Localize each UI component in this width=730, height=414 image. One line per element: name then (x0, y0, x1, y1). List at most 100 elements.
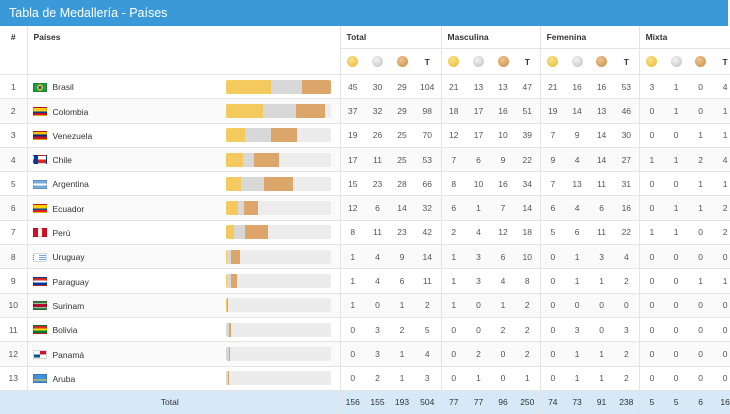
medal-bar (226, 274, 331, 289)
bronze-bar-segment (245, 225, 269, 240)
women-gold-cell: 7 (539, 171, 566, 197)
country-name: Panamá (52, 349, 85, 360)
mixed-silver-cell: 0 (664, 366, 689, 391)
footer-women-bronze: 91 (589, 390, 615, 414)
medal-bar (226, 176, 331, 191)
total-total-cell: 42 (414, 220, 442, 246)
rank-header: # (0, 26, 27, 75)
men-medal-header (466, 48, 492, 75)
footer-total-total: 504 (414, 390, 442, 414)
country-cell[interactable]: Bolivia (26, 317, 225, 343)
rank-cell: 12 (0, 341, 27, 367)
country-cell[interactable]: Perú (26, 220, 225, 246)
men-total-cell: 51 (515, 98, 541, 124)
total-gold-cell: 0 (339, 341, 366, 367)
women-gold-cell: 0 (539, 244, 566, 270)
colombia-flag-icon (32, 106, 47, 116)
country-cell[interactable]: Panamá (26, 341, 225, 367)
women-silver-cell: 3 (565, 317, 590, 343)
mixed-total-cell: 4 (713, 74, 730, 100)
men-silver-cell: 1 (466, 366, 492, 391)
footer-men-bronze: 96 (491, 390, 516, 414)
venezuela-flag-icon (32, 131, 47, 141)
total-bronze-cell: 29 (390, 98, 415, 124)
country-cell[interactable]: Colombia (26, 98, 225, 124)
rank-cell: 6 (0, 195, 27, 221)
gold-bar-segment (226, 249, 227, 264)
country-cell[interactable]: Argentina (26, 171, 225, 197)
country-cell[interactable]: Aruba (26, 366, 225, 391)
women-bronze-cell: 1 (589, 366, 615, 391)
women-bronze-cell: 3 (589, 244, 615, 270)
mixed-gold-cell: 0 (638, 293, 665, 318)
men-bronze-cell: 13 (491, 74, 516, 100)
men-bronze-cell: 12 (491, 220, 516, 246)
men-total-cell: 2 (515, 293, 541, 318)
women-medal-header (565, 48, 590, 75)
country-cell[interactable]: Ecuador (26, 195, 225, 221)
footer-total-silver: 155 (365, 390, 391, 414)
table-row: 1 Brasil 45 30 29 104 21 13 13 47 21 16 16 53 3 1 0 4 (0, 74, 730, 100)
total-total-cell: 2 (414, 293, 442, 318)
total-bronze-cell: 23 (390, 220, 415, 246)
men-total-cell: 10 (515, 244, 541, 270)
country-cell[interactable]: Venezuela (26, 123, 225, 148)
mixed-bronze-cell: 0 (688, 317, 714, 343)
mixed-bronze-cell: 0 (688, 244, 714, 270)
medal-bar-cell (225, 220, 341, 246)
gold-bar-segment (226, 201, 239, 216)
men-total-cell: 18 (515, 220, 541, 246)
country-name: Perú (52, 227, 71, 238)
mixed-total-cell: 4 (713, 147, 730, 173)
total-gold-cell: 17 (339, 147, 366, 173)
total-gold-cell: 0 (339, 366, 366, 391)
total-total-cell: 3 (414, 366, 442, 391)
bronze-bar-segment (227, 298, 228, 313)
country-name: Surinam (52, 300, 85, 311)
women-total-cell: 53 (614, 74, 640, 100)
medal-bar (226, 298, 331, 313)
women-silver-cell: 1 (565, 268, 590, 294)
silver-bar-segment (226, 371, 229, 386)
mixed-bronze-cell: 0 (688, 293, 714, 318)
bronze-bar-segment (301, 79, 331, 94)
women-gold-cell: 0 (539, 317, 566, 343)
medal-bar-cell (225, 244, 341, 270)
total-total-cell: 11 (414, 268, 442, 294)
men-gold-cell: 18 (440, 98, 467, 124)
mixed-total-cell: 2 (713, 220, 730, 246)
ecuador-flag-icon (32, 204, 47, 213)
men-silver-cell: 10 (466, 171, 492, 197)
women-total-cell: 2 (614, 268, 640, 294)
footer-men-total: 250 (515, 390, 541, 414)
men-gold-cell: 12 (440, 123, 467, 148)
table-row: 6 Ecuador 12 6 14 32 6 1 7 14 6 4 6 16 0 1 1 2 (0, 195, 730, 221)
group-header-mixed: Mixta (638, 26, 730, 49)
total-silver-cell: 4 (365, 268, 391, 294)
country-name: Venezuela (52, 130, 93, 141)
country-cell[interactable]: Paraguay (26, 268, 225, 294)
table-row: 4 Chile 17 11 25 53 7 6 9 22 9 4 14 27 1 1 2 4 (0, 147, 730, 173)
gold-bar-segment (226, 225, 235, 240)
men-gold-cell: 1 (440, 244, 467, 270)
country-cell[interactable]: Chile (26, 147, 225, 173)
mixed-silver-cell: 0 (664, 268, 689, 294)
women-bronze-cell: 1 (589, 268, 615, 294)
women-bronze-cell: 11 (589, 171, 615, 197)
total-gold-cell: 1 (339, 268, 366, 294)
mixed-silver-cell: 0 (664, 293, 689, 318)
footer-total-label: Total (0, 390, 341, 414)
bronze-medal-icon (396, 56, 408, 68)
brazil-flag-icon (32, 82, 47, 92)
women-bronze-cell: 11 (589, 220, 615, 246)
country-cell[interactable]: Surinam (26, 293, 225, 318)
men-medal-header (491, 48, 516, 75)
country-cell[interactable]: Uruguay (26, 244, 225, 270)
silver-bar-segment (241, 176, 265, 191)
men-gold-cell: 8 (440, 171, 467, 197)
country-name: Aruba (52, 373, 76, 384)
country-cell[interactable]: Brasil (26, 74, 225, 100)
total-silver-cell: 26 (365, 123, 391, 148)
table-row: 7 Perú 8 11 23 42 2 4 12 18 5 6 11 22 1 1 0 2 (0, 220, 730, 246)
total-silver-cell: 23 (365, 171, 391, 197)
